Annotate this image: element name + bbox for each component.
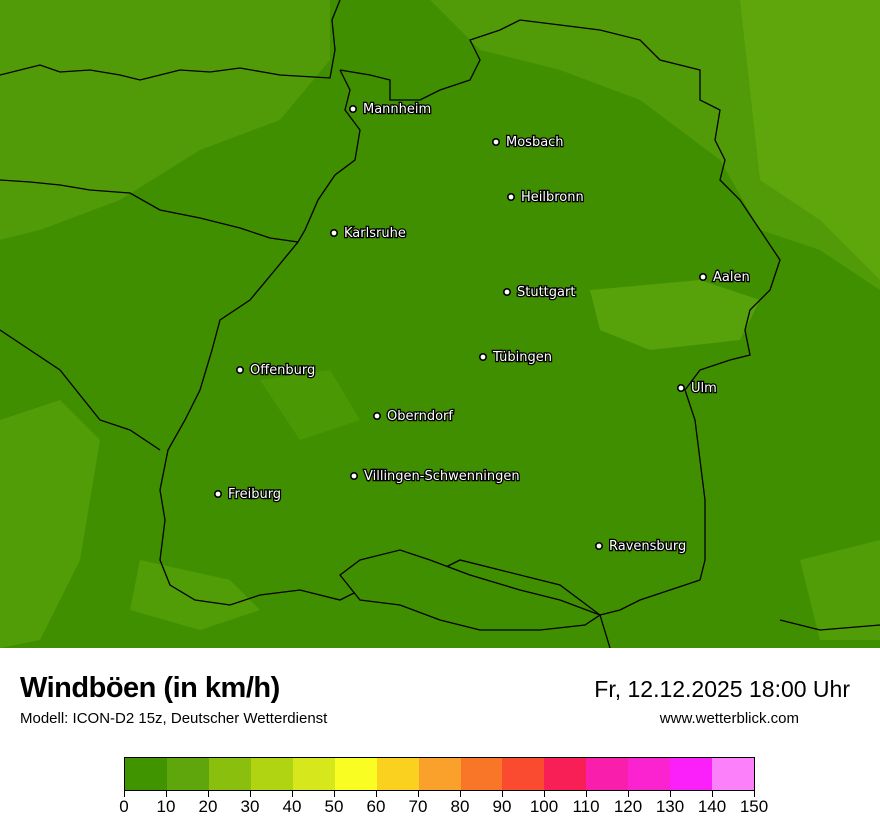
city-label: Ravensburg [609,539,686,554]
city-dot-icon [698,272,707,281]
light-gust-areas [0,0,880,648]
legend-tick-label: 150 [739,797,769,816]
legend-tick [502,791,503,797]
legend-ticks: 0 10 20 30 40 50 60 70 80 90 100 110 120 130 140 150 [119,791,768,831]
city-dot-icon [676,383,685,392]
legend-swatch [628,758,671,790]
legend-swatch [208,758,251,790]
city-marker: Mannheim [348,101,432,118]
city-marker: Ravensburg [594,538,688,555]
legend-tick [250,791,251,797]
city-label: Villingen-Schwenningen [364,469,520,484]
legend-swatch [334,758,377,790]
legend-swatch [166,758,209,790]
legend-swatch [460,758,503,790]
legend-tick-label: 110 [572,797,600,816]
legend-tick [166,791,167,797]
city-label: Oberndorf [387,409,453,424]
wind-gust-map: Mannheim Mosbach Heilbronn Karlsruhe Aalen St… [0,0,880,648]
city-marker: Heilbronn [506,189,585,206]
city-marker: Oberndorf [372,408,455,425]
legend-tick-label: 50 [324,797,344,816]
legend-swatch [502,758,545,790]
city-dot-icon [236,365,245,374]
legend-tick-label: 10 [156,797,176,816]
borders [0,0,880,648]
city-label: Offenburg [250,363,315,378]
legend-swatch [250,758,293,790]
city-marker: Villingen-Schwenningen [349,468,521,485]
city-dot-icon [372,411,381,420]
legend-tick-label: 30 [240,797,260,816]
legend-tick-label: 0 [119,797,129,816]
forecast-datetime: Fr, 12.12.2025 18:00 Uhr [594,676,850,702]
legend-swatch [586,758,629,790]
city-label: Heilbronn [521,190,584,205]
legend-tick [544,791,545,797]
legend-swatch [712,758,755,790]
legend-tick [460,791,461,797]
city-marker: Offenburg [236,362,317,379]
city-dot-icon [329,229,338,238]
city-label: Mannheim [363,102,431,117]
legend-tick-label: 20 [198,797,218,816]
legend-tick [418,791,419,797]
legend-tick-label: 100 [529,797,559,816]
color-scale-legend [124,757,755,791]
legend-swatch [125,758,167,790]
city-marker: Stuttgart [502,284,577,301]
city-label: Ulm [691,381,717,396]
legend-tick-label: 140 [697,797,727,816]
legend-swatch [670,758,713,790]
legend-tick [586,791,587,797]
city-marker: Karlsruhe [329,225,407,242]
city-marker: Ulm [676,380,718,397]
legend-tick-label: 60 [366,797,386,816]
city-dot-icon [506,193,515,202]
legend-tick-label: 70 [408,797,428,816]
legend-swatch [418,758,461,790]
legend-tick [670,791,671,797]
city-dot-icon [478,352,487,361]
city-marker: Tübingen [478,349,553,366]
city-dot-icon [349,471,358,480]
legend-tick-label: 80 [450,797,470,816]
legend-tick-label: 90 [492,797,512,816]
city-marker: Mosbach [491,134,565,151]
city-dot-icon [491,138,500,147]
legend-tick [712,791,713,797]
legend-tick [334,791,335,797]
model-info: Modell: ICON-D2 15z, Deutscher Wetterdie… [20,710,328,727]
city-marker: Aalen [698,269,751,286]
legend-tick [124,791,125,797]
city-dot-icon [214,489,223,498]
city-dot-icon [594,541,603,550]
legend-tick [628,791,629,797]
city-dot-icon [348,105,357,114]
city-label: Tübingen [492,350,552,365]
legend-swatch [292,758,335,790]
city-label: Freiburg [228,487,281,502]
city-dot-icon [502,287,511,296]
city-markers: Mannheim Mosbach Heilbronn Karlsruhe Aalen St… [214,101,751,555]
legend-swatch [544,758,587,790]
legend-tick [754,791,755,797]
legend-tick-label: 130 [655,797,685,816]
legend-swatch [376,758,419,790]
city-label: Mosbach [506,135,564,150]
city-label: Aalen [713,270,750,285]
city-label: Karlsruhe [344,226,406,241]
city-marker: Freiburg [214,486,282,503]
legend-tick [292,791,293,797]
website-link[interactable]: www.wetterblick.com [659,710,799,727]
map-title: Windböen (in km/h) [20,672,280,704]
legend-tick [376,791,377,797]
legend-tick-label: 40 [282,797,302,816]
legend-tick-label: 120 [613,797,643,816]
legend-tick [208,791,209,797]
city-label: Stuttgart [517,285,575,300]
